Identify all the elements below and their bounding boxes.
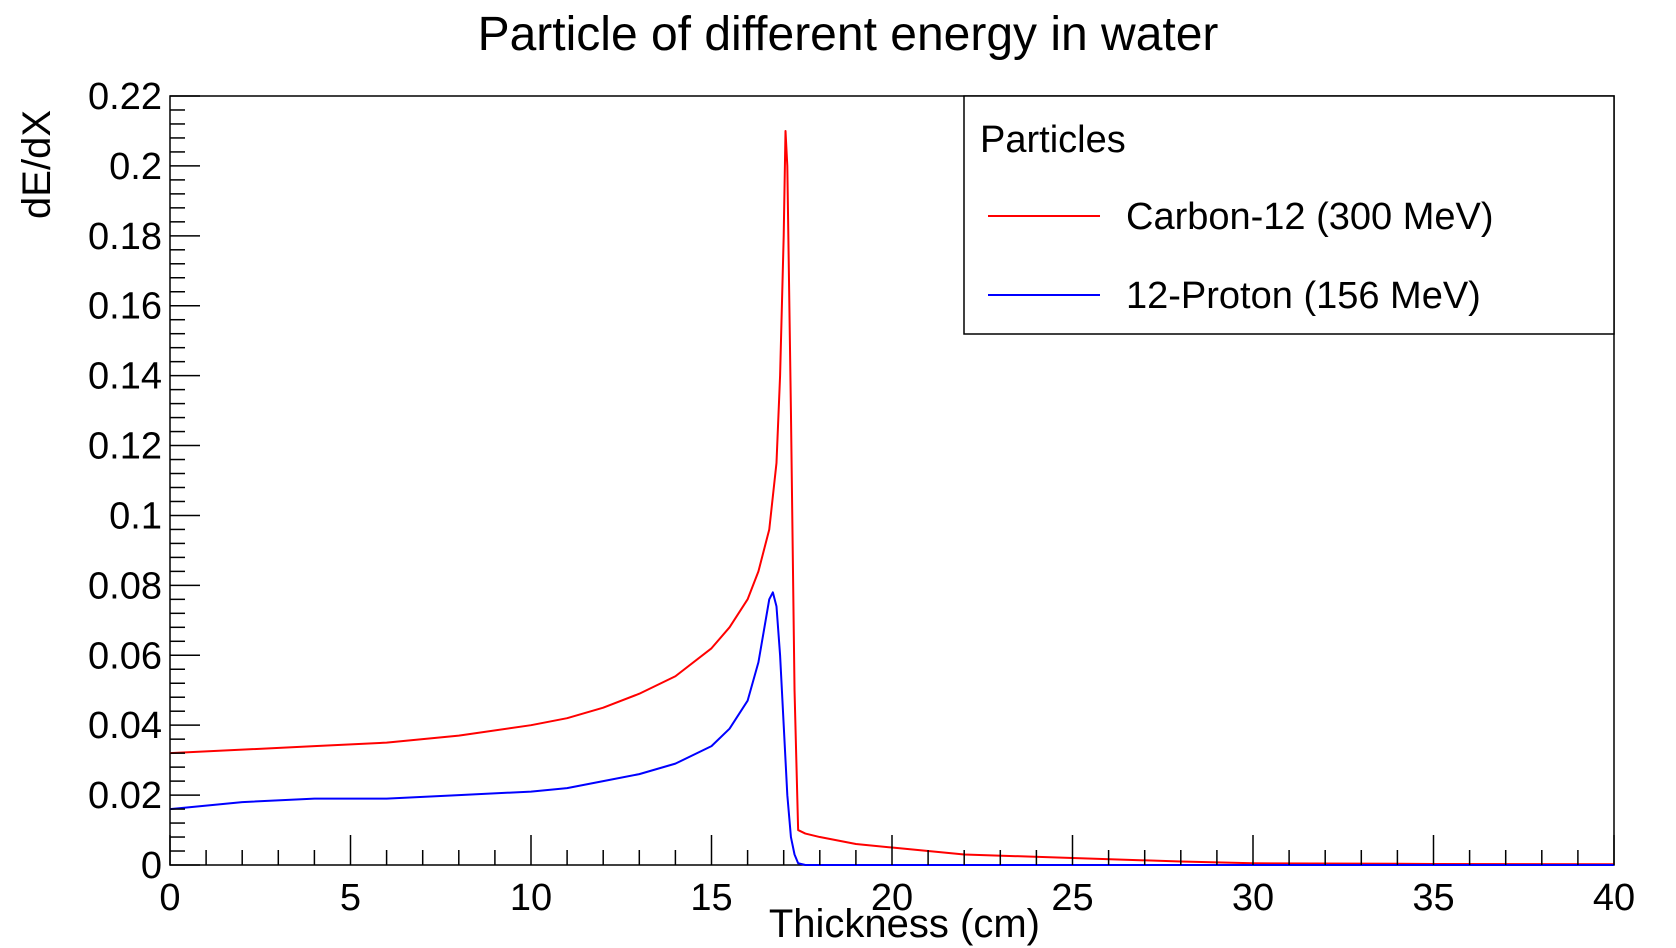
x-tick-label: 15 — [690, 877, 732, 919]
chart-title: Particle of different energy in water — [478, 8, 1219, 61]
legend-label-2: 12-Proton (156 MeV) — [1126, 275, 1481, 317]
y-tick-label: 0.12 — [88, 426, 162, 468]
x-axis-label: Thickness (cm) — [769, 902, 1040, 946]
legend: Particles Carbon-12 (300 MeV) 12-Proton (… — [963, 95, 1615, 335]
x-tick-label: 35 — [1412, 877, 1454, 919]
y-tick-label: 0.08 — [88, 565, 162, 607]
y-tick-label: 0.22 — [88, 76, 162, 118]
x-axis-ticks: 0 5 10 15 20 25 30 35 40 — [159, 835, 1635, 919]
x-tick-label: 40 — [1593, 877, 1635, 919]
y-tick-label: 0.06 — [88, 635, 162, 677]
x-tick-label: 0 — [159, 877, 180, 919]
x-tick-label: 30 — [1232, 877, 1274, 919]
y-axis-label: dE/dX — [15, 110, 59, 219]
series-line-2 — [169, 591, 1614, 866]
legend-entries: Carbon-12 (300 MeV) 12-Proton (156 MeV) — [988, 196, 1494, 317]
x-tick-label: 20 — [871, 877, 913, 919]
legend-header: Particles — [980, 119, 1126, 161]
y-tick-label: 0.1 — [109, 495, 162, 537]
y-axis-ticks: 0 0.02 0.04 0.06 0.08 0.1 0.12 0.14 0.16 0.18 0.2 0… — [88, 76, 200, 887]
legend-label-1: Carbon-12 (300 MeV) — [1126, 196, 1494, 238]
y-tick-label: 0 — [141, 845, 162, 887]
x-tick-label: 10 — [510, 877, 552, 919]
series-line-1 — [169, 129, 1615, 866]
x-tick-label: 5 — [340, 877, 361, 919]
x-tick-label: 25 — [1051, 877, 1093, 919]
y-tick-label: 0.2 — [109, 146, 162, 188]
y-tick-label: 0.16 — [88, 286, 162, 328]
y-tick-label: 0.04 — [88, 705, 162, 747]
y-tick-label: 0.18 — [88, 216, 162, 258]
y-tick-label: 0.14 — [88, 356, 162, 398]
y-tick-label: 0.02 — [88, 775, 162, 817]
